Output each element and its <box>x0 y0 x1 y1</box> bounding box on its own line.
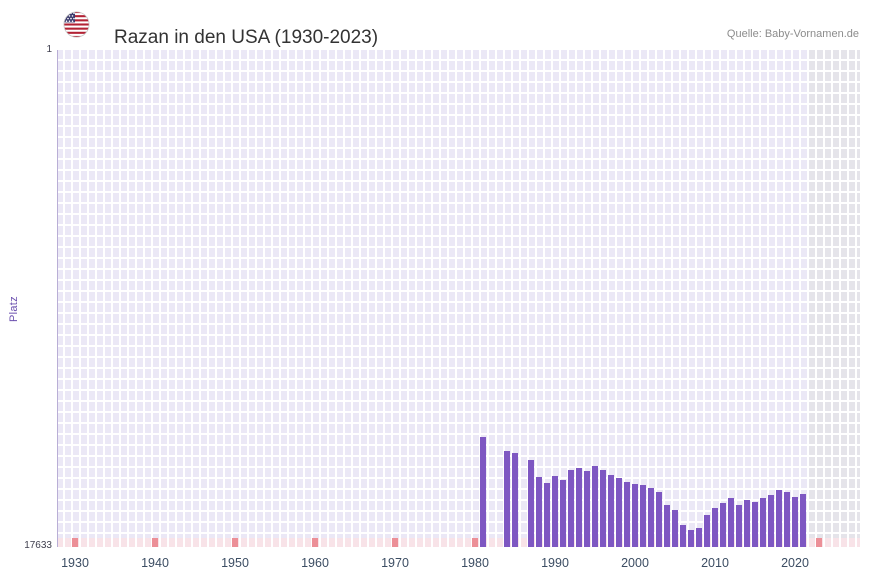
chart-bar-2009 <box>704 515 710 547</box>
x-tick-1990: 1990 <box>541 556 569 570</box>
chart-bar-2007 <box>688 530 694 547</box>
source-link[interactable]: Quelle: Baby-Vornamen.de <box>726 28 859 40</box>
chart-bar-1996 <box>600 470 606 547</box>
chart-bar-1993 <box>576 468 582 547</box>
chart-bar-2016 <box>760 498 766 547</box>
chart-bar-1988 <box>536 477 542 547</box>
bottom-marker-1940 <box>152 538 158 547</box>
chart-bar-1987 <box>528 460 534 547</box>
x-tick-2020: 2020 <box>781 556 809 570</box>
x-tick-1930: 1930 <box>61 556 89 570</box>
chart-bar-2003 <box>656 492 662 547</box>
chart-bar-2018 <box>776 490 782 547</box>
bottom-marker-1950 <box>232 538 238 547</box>
chart-bar-2006 <box>680 525 686 547</box>
x-tick-2000: 2000 <box>621 556 649 570</box>
chart-bar-1998 <box>616 478 622 547</box>
chart-bar-1991 <box>560 480 566 547</box>
chart-bar-2011 <box>720 503 726 547</box>
bottom-strip <box>57 538 860 547</box>
chart-bar-2021 <box>800 494 806 547</box>
x-tick-1980: 1980 <box>461 556 489 570</box>
chart-bar-1989 <box>544 483 550 547</box>
chart-bar-2010 <box>712 508 718 547</box>
chart-bar-1995 <box>592 466 598 547</box>
chart-bar-2001 <box>640 485 646 547</box>
bottom-marker-1960 <box>312 538 318 547</box>
x-tick-1940: 1940 <box>141 556 169 570</box>
chart-bar-2000 <box>632 484 638 547</box>
chart-bar-2008 <box>696 528 702 547</box>
chart-bar-2019 <box>784 492 790 547</box>
y-axis-label: Platz <box>8 296 20 322</box>
plot-area <box>57 50 860 547</box>
x-tick-1970: 1970 <box>381 556 409 570</box>
chart-bar-2017 <box>768 495 774 547</box>
page-title: Razan in den USA (1930-2023) <box>114 26 379 48</box>
y-axis-line <box>57 50 58 547</box>
x-tick-1960: 1960 <box>301 556 329 570</box>
no-data-band <box>809 50 860 547</box>
chart-bar-2013 <box>736 505 742 547</box>
chart-bar-1984 <box>504 451 510 547</box>
chart-bar-2004 <box>664 505 670 547</box>
us-flag-icon <box>63 11 90 38</box>
chart-bar-2012 <box>728 498 734 547</box>
y-tick-min: 17633 <box>24 540 52 551</box>
chart-bar-2015 <box>752 502 758 547</box>
chart-bar-1999 <box>624 482 630 547</box>
bottom-marker-1980 <box>472 538 478 547</box>
chart-bar-1994 <box>584 471 590 547</box>
bottom-marker-2023 <box>816 538 822 547</box>
y-tick-max: 1 <box>46 44 52 55</box>
chart-bar-1997 <box>608 475 614 547</box>
chart-bar-2020 <box>792 497 798 547</box>
chart-bar-1981 <box>480 437 486 547</box>
chart-bar-1992 <box>568 470 574 547</box>
chart-bar-2005 <box>672 510 678 547</box>
chart-bar-2014 <box>744 500 750 547</box>
bottom-marker-1970 <box>392 538 398 547</box>
chart-bar-2002 <box>648 488 654 547</box>
x-tick-1950: 1950 <box>221 556 249 570</box>
x-tick-2010: 2010 <box>701 556 729 570</box>
bottom-marker-1930 <box>72 538 78 547</box>
chart-bar-1990 <box>552 476 558 547</box>
chart-bar-1985 <box>512 453 518 547</box>
